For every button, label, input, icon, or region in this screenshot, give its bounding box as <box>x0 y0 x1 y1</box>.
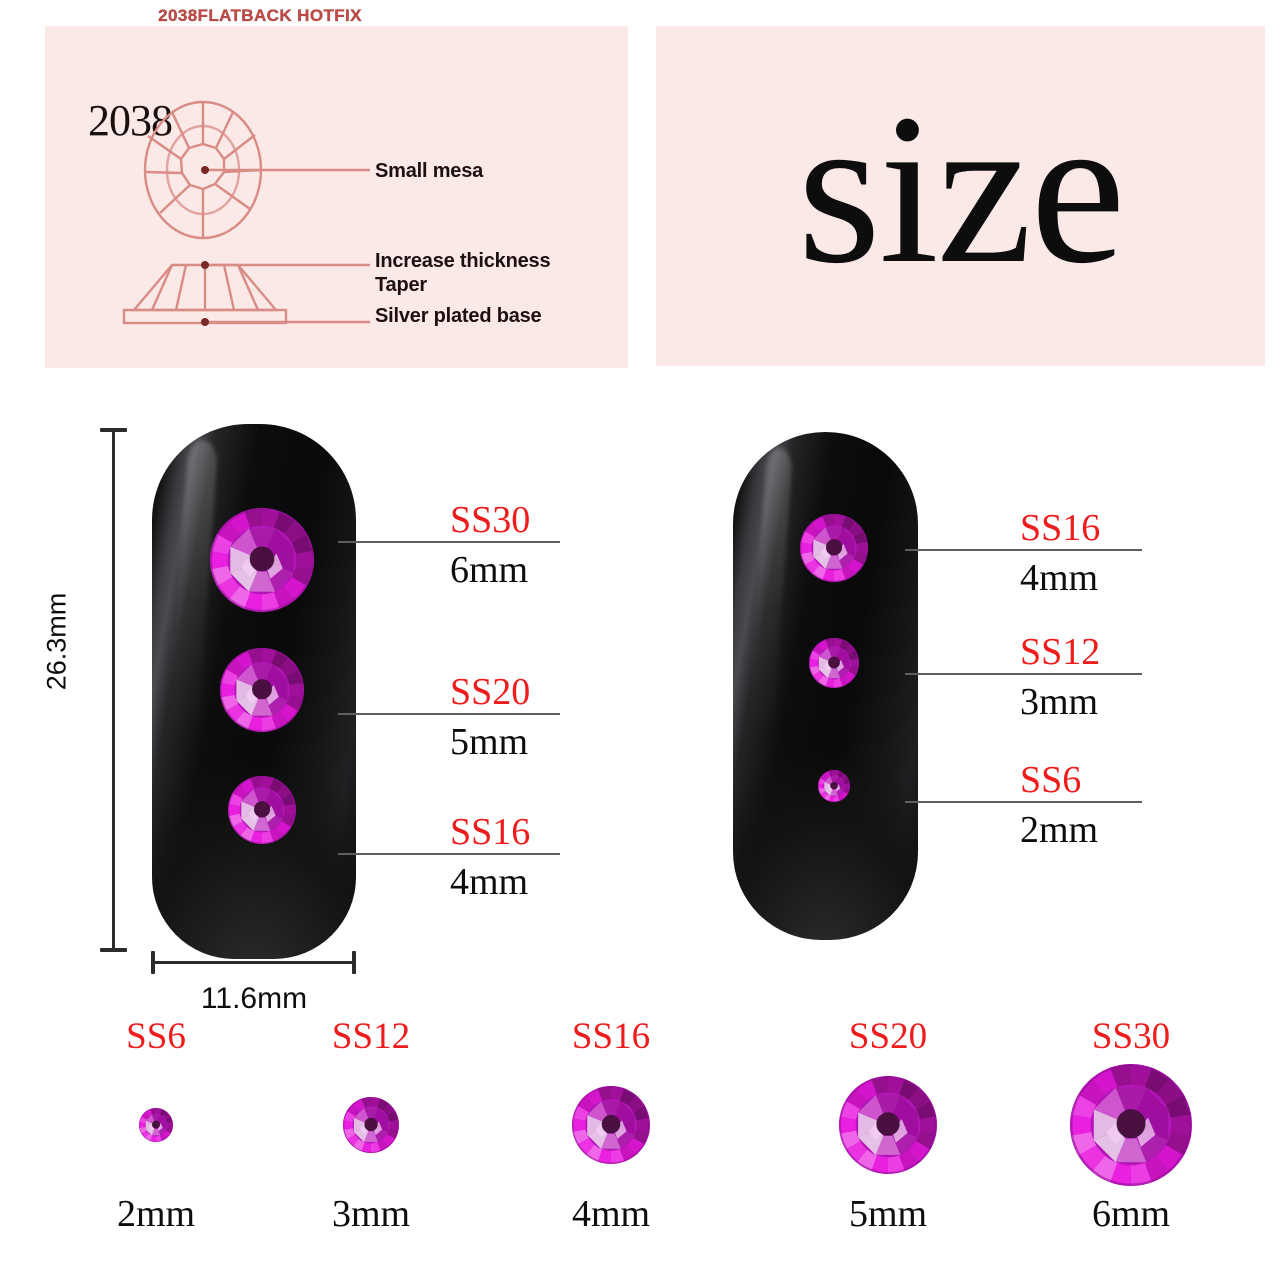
swatch-stone-slot <box>1031 1055 1231 1195</box>
disc-inner-table-icon <box>179 142 226 191</box>
size-heading: size <box>797 69 1125 308</box>
callout-mm-label: 6mm <box>450 549 529 591</box>
swatch-item: SS16 4mm <box>511 1018 711 1233</box>
swatch-stone-slot <box>788 1055 988 1195</box>
rhinestone-ss16 <box>799 514 868 582</box>
swatch-ss-label: SS16 <box>571 1016 651 1057</box>
callout-leader-line <box>905 549 1142 551</box>
size-word-panel <box>656 26 1265 366</box>
swatch-ss-label: SS20 <box>848 1016 928 1057</box>
swatch-item: SS6 2mm <box>56 1018 256 1233</box>
callout-mm-label: 3mm <box>1020 681 1099 723</box>
swatch-item: SS20 5mm <box>788 1018 988 1233</box>
callout-mm-label: 4mm <box>450 861 529 903</box>
swatch-ss-label: SS6 <box>126 1016 186 1057</box>
rhinestone-ss6 <box>139 1108 173 1142</box>
rhinestone-ss12 <box>808 638 859 688</box>
callout-ss-label: SS16 <box>1020 507 1101 549</box>
swatch-mm-label: 4mm <box>571 1193 651 1235</box>
height-dimension-value: 26.3mm <box>41 592 72 691</box>
callout-leader-line <box>338 541 560 543</box>
rhinestone-ss16 <box>228 776 296 844</box>
label-small-mesa: Small mesa <box>375 160 484 182</box>
diagram-panel-title: 2038FLATBACK HOTFIX <box>158 6 362 25</box>
swatch-mm-label: 6mm <box>1091 1193 1171 1235</box>
callout-leader-line <box>338 713 560 715</box>
rhinestone-ss30 <box>210 508 314 612</box>
flatback-structure-drawing <box>122 100 370 326</box>
callout-ss-label: SS16 <box>450 811 531 853</box>
height-dimension-line <box>112 428 115 952</box>
height-dimension-cap-bottom <box>100 948 127 952</box>
swatch-item: SS30 6mm <box>1031 1018 1231 1233</box>
nail-gloss-highlight <box>746 447 794 739</box>
nail-left <box>152 424 356 959</box>
callout-mm-label: 2mm <box>1020 809 1099 851</box>
rhinestone-ss30 <box>1070 1064 1192 1186</box>
swatch-ss-label: SS30 <box>1091 1016 1171 1057</box>
nail-right <box>733 432 918 940</box>
callout-leader-line <box>338 853 560 855</box>
rhinestone-ss6 <box>817 770 850 802</box>
label-taper: Taper <box>375 274 427 296</box>
rhinestone-ss20 <box>839 1076 937 1174</box>
width-dimension-cap-right <box>352 951 356 974</box>
callout-ss-label: SS6 <box>1020 759 1082 801</box>
product-code-label: 2038 <box>88 96 173 145</box>
rhinestone-ss12 <box>343 1097 399 1153</box>
callout-leader-line <box>905 673 1142 675</box>
rhinestone-ss20 <box>220 648 304 732</box>
callout-ss-label: SS12 <box>1020 631 1101 673</box>
swatch-mm-label: 2mm <box>116 1193 196 1235</box>
callout-leader-line <box>905 801 1142 803</box>
swatch-stone-slot <box>511 1055 711 1195</box>
callout-ss-label: SS20 <box>450 671 531 713</box>
rhinestone-ss16 <box>572 1086 650 1164</box>
swatch-stone-slot <box>56 1055 256 1195</box>
width-dimension-line <box>152 961 356 964</box>
callout-mm-label: 5mm <box>450 721 529 763</box>
label-increase-thickness: Increase thickness <box>375 250 551 272</box>
swatch-mm-label: 5mm <box>848 1193 928 1235</box>
callout-mm-label: 4mm <box>1020 557 1099 599</box>
label-silver-plated-base: Silver plated base <box>375 305 542 327</box>
swatch-stone-slot <box>271 1055 471 1195</box>
size-swatch-row: SS6 2mm SS12 3mm SS16 <box>0 1018 1288 1288</box>
width-dimension-value: 11.6mm <box>200 982 308 1015</box>
swatch-mm-label: 3mm <box>331 1193 411 1235</box>
swatch-ss-label: SS12 <box>331 1016 411 1057</box>
swatch-item: SS12 3mm <box>271 1018 471 1233</box>
callout-ss-label: SS30 <box>450 499 531 541</box>
